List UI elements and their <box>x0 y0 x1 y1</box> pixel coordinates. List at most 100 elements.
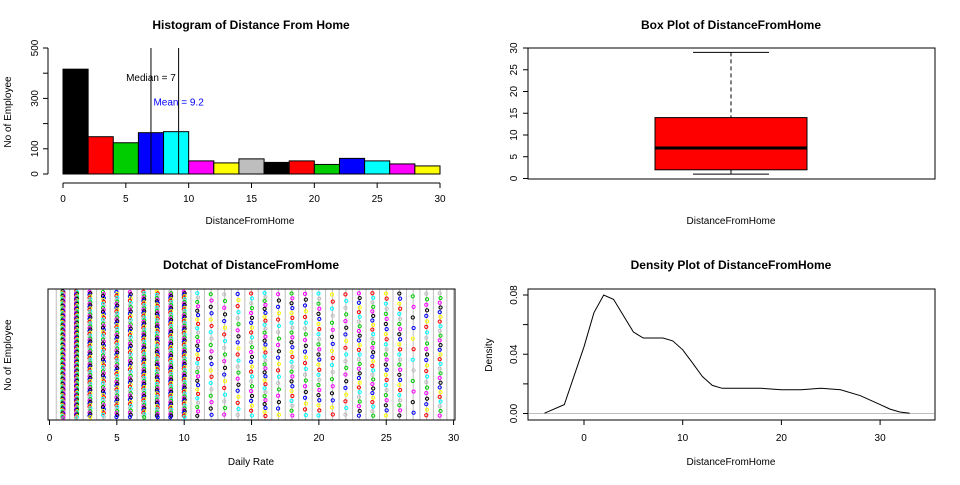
dot-point <box>263 398 268 403</box>
dot-point <box>209 311 214 316</box>
dot-point <box>128 408 133 413</box>
dot-point <box>100 305 106 310</box>
dot-point <box>356 394 362 399</box>
dot-point <box>101 355 106 360</box>
dot-point <box>101 295 106 301</box>
dot-point <box>437 291 442 296</box>
dot-point <box>249 335 255 340</box>
dot-point <box>262 370 267 375</box>
dot-point <box>127 337 133 342</box>
dot-point <box>235 340 240 345</box>
dot-point <box>127 289 133 295</box>
dot-point <box>100 325 106 330</box>
dot-point <box>195 326 200 331</box>
dot-point <box>317 377 322 382</box>
dot-point <box>383 332 388 337</box>
dot-point <box>114 321 119 326</box>
dot-point <box>356 385 362 390</box>
dot-point <box>383 372 388 377</box>
dot-point <box>100 361 106 366</box>
dot-point <box>209 298 214 303</box>
histogram-reference-lines <box>150 48 180 174</box>
dot-point <box>168 415 173 420</box>
boxplot-panel: Box Plot of DistanceFromHome 0 5 10 15 20 25 3… <box>509 18 936 227</box>
dot-point <box>262 354 267 359</box>
dot-point <box>249 291 254 296</box>
dot-point <box>384 377 389 382</box>
dot-point <box>437 328 442 334</box>
dot-point <box>263 334 268 339</box>
histogram-bar <box>87 136 114 175</box>
dot-point <box>195 317 200 322</box>
dot-point <box>276 336 281 341</box>
dot-point <box>262 402 267 407</box>
dot-point <box>303 355 308 360</box>
dot-point <box>195 400 201 405</box>
dot-point <box>100 369 106 374</box>
dot-point <box>127 324 133 329</box>
dot-point <box>397 382 402 388</box>
dot-point <box>235 400 240 405</box>
dot-point <box>289 359 294 364</box>
y-tick-label: 300 <box>30 90 41 107</box>
dot-point <box>236 358 241 363</box>
dot-point <box>370 345 375 350</box>
dot-point <box>249 359 254 364</box>
dot-point <box>114 395 119 400</box>
dot-point <box>222 345 227 350</box>
dot-point <box>114 379 119 384</box>
dot-point <box>424 324 429 329</box>
dot-point <box>101 351 106 356</box>
dot-point <box>329 391 335 396</box>
dot-point <box>128 296 133 301</box>
dot-point <box>88 415 93 420</box>
histogram-bar <box>112 142 139 175</box>
dot-point <box>100 373 106 378</box>
dot-point <box>249 413 255 418</box>
dot-point <box>343 385 348 391</box>
dot-point <box>222 352 228 357</box>
dot-point <box>276 374 281 379</box>
dot-point <box>330 412 335 417</box>
dot-point <box>398 387 403 393</box>
dot-point <box>317 387 322 393</box>
dot-point <box>317 337 322 342</box>
dot-point <box>262 386 267 391</box>
dot-point <box>370 381 375 387</box>
dot-point <box>114 317 119 322</box>
dot-point <box>100 353 106 358</box>
dot-point <box>114 309 119 314</box>
dot-point <box>371 331 376 337</box>
dot-point <box>289 340 294 345</box>
dot-point <box>411 389 416 394</box>
dot-point <box>249 315 255 320</box>
dot-point <box>127 414 133 420</box>
dot-point <box>101 367 106 372</box>
dot-point <box>127 341 133 346</box>
dot-point <box>384 316 389 322</box>
dot-point <box>127 345 133 351</box>
dot-point <box>128 309 133 314</box>
dot-point <box>263 302 268 307</box>
dot-point <box>249 354 255 360</box>
dot-point <box>236 322 241 327</box>
dot-point <box>235 412 240 418</box>
dot-point <box>100 408 106 414</box>
x-tick-label: 30 <box>875 433 887 444</box>
dot-point <box>438 399 443 404</box>
histogram-panel: Histogram of Distance From Home Median =… <box>3 18 446 227</box>
dot-point <box>384 398 389 403</box>
dot-point <box>437 375 442 381</box>
dot-point <box>235 316 240 321</box>
dot-point <box>128 313 133 318</box>
dot-point <box>195 387 200 392</box>
dot-point <box>371 359 376 364</box>
density-title: Density Plot of DistanceFromHome <box>631 258 832 272</box>
dot-point <box>263 318 268 323</box>
dot-point <box>263 390 268 395</box>
dot-point <box>100 333 106 338</box>
dot-point <box>128 339 133 344</box>
dot-point <box>101 399 106 404</box>
dot-point <box>127 320 133 325</box>
dot-point <box>128 412 133 417</box>
